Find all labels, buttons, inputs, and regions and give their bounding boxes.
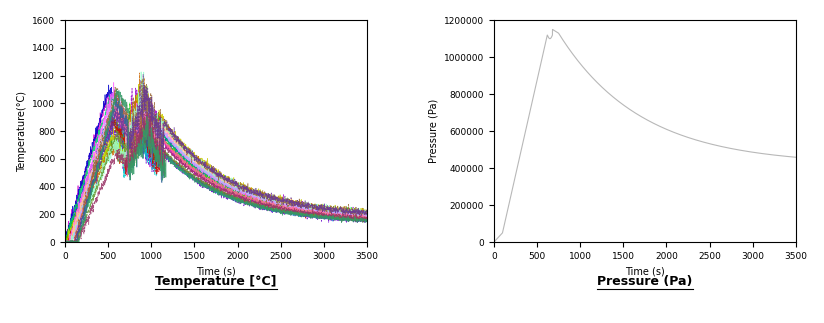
Text: Temperature [°C]: Temperature [°C] [155,275,277,287]
Text: Pressure (Pa): Pressure (Pa) [597,275,692,287]
Text: Temperature [°C]: Temperature [°C] [0,322,1,323]
Y-axis label: Pressure (Pa): Pressure (Pa) [428,99,438,163]
Text: Pressure (Pa): Pressure (Pa) [0,322,1,323]
X-axis label: Time (s): Time (s) [196,266,236,276]
Y-axis label: Temperature(°C): Temperature(°C) [16,91,26,172]
X-axis label: Time (s): Time (s) [625,266,665,276]
